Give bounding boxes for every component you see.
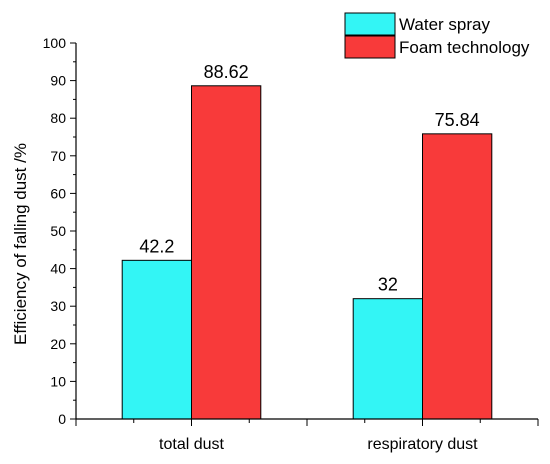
data-label: 32 <box>378 275 398 295</box>
bar-water-spray-respiratory-dust <box>353 299 422 419</box>
legend-swatch <box>345 13 395 35</box>
data-label: 75.84 <box>435 110 480 130</box>
y-tick-label: 10 <box>50 373 66 389</box>
y-tick-label: 100 <box>43 35 67 51</box>
legend: Water spray Foam technology <box>345 13 530 58</box>
bars-layer <box>122 86 492 419</box>
y-tick-label: 20 <box>50 336 66 352</box>
data-label: 42.2 <box>139 236 174 256</box>
bar-foam-technology-respiratory-dust <box>423 134 492 419</box>
data-label: 88.62 <box>204 62 249 82</box>
legend-label: Water spray <box>399 15 491 34</box>
y-tick-label: 0 <box>58 411 66 427</box>
bar-water-spray-total-dust <box>122 260 191 419</box>
y-tick-label: 80 <box>50 110 66 126</box>
y-tick-label: 60 <box>50 185 66 201</box>
y-tick-label: 30 <box>50 298 66 314</box>
y-axis-title: Efficiency of falling dust /% <box>11 143 30 345</box>
legend-swatch <box>345 36 395 58</box>
x-tick-label: total dust <box>159 436 224 453</box>
y-tick-label: 50 <box>50 223 66 239</box>
x-tick-label: respiratory dust <box>367 436 478 453</box>
y-tick-label: 70 <box>50 148 66 164</box>
bar-foam-technology-total-dust <box>192 86 261 419</box>
legend-label: Foam technology <box>399 38 530 57</box>
y-tick-label: 40 <box>50 261 66 277</box>
y-tick-label: 90 <box>50 73 66 89</box>
